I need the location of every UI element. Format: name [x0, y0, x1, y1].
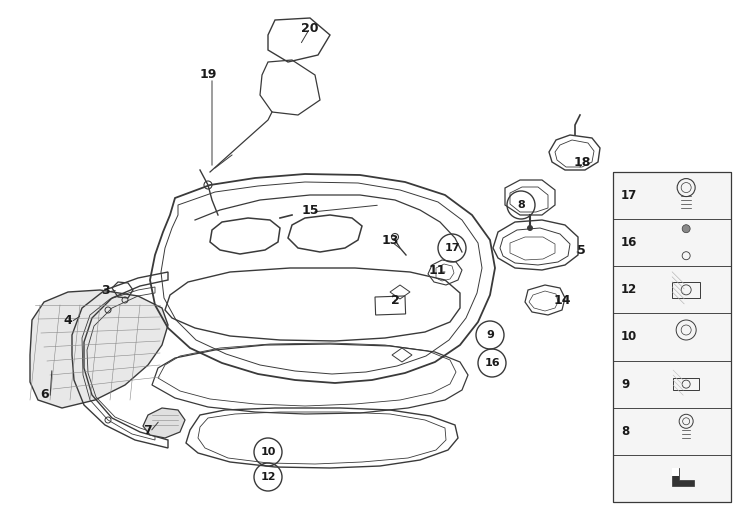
Text: 8: 8 — [621, 425, 629, 438]
Text: 7: 7 — [143, 423, 152, 437]
Bar — [613, 172, 731, 219]
Text: 6: 6 — [41, 389, 49, 401]
Bar — [672, 468, 679, 477]
Bar — [672, 282, 700, 298]
Text: 16: 16 — [485, 358, 500, 368]
Bar — [613, 360, 731, 408]
Text: 5: 5 — [577, 244, 586, 257]
Polygon shape — [30, 290, 168, 408]
Text: 9: 9 — [486, 330, 494, 340]
Polygon shape — [143, 408, 185, 438]
Text: 10: 10 — [260, 447, 276, 457]
Circle shape — [527, 225, 533, 231]
Text: 12: 12 — [621, 283, 637, 296]
Bar — [613, 408, 731, 455]
Bar — [613, 172, 731, 502]
Bar — [613, 266, 731, 313]
Bar — [613, 455, 731, 502]
Text: 2: 2 — [391, 293, 399, 307]
Text: 8: 8 — [517, 200, 525, 210]
Text: 9: 9 — [621, 378, 629, 391]
Circle shape — [682, 225, 690, 233]
Text: 10: 10 — [621, 331, 637, 344]
Text: 18: 18 — [573, 156, 591, 168]
Bar — [375, 296, 405, 315]
Text: 19: 19 — [199, 69, 217, 81]
Text: 4: 4 — [64, 313, 73, 327]
Text: 20: 20 — [301, 22, 319, 34]
Text: 17: 17 — [621, 189, 637, 202]
Bar — [673, 378, 699, 390]
Bar — [613, 219, 731, 266]
Text: 14: 14 — [553, 293, 571, 307]
Text: 11: 11 — [428, 264, 446, 276]
Text: 12: 12 — [260, 472, 276, 482]
Text: 16: 16 — [621, 236, 638, 249]
Bar — [613, 313, 731, 360]
Text: 17: 17 — [444, 243, 460, 253]
Text: 15: 15 — [301, 203, 319, 217]
Polygon shape — [672, 468, 694, 486]
Text: 3: 3 — [100, 284, 109, 296]
Text: 13: 13 — [381, 233, 399, 246]
